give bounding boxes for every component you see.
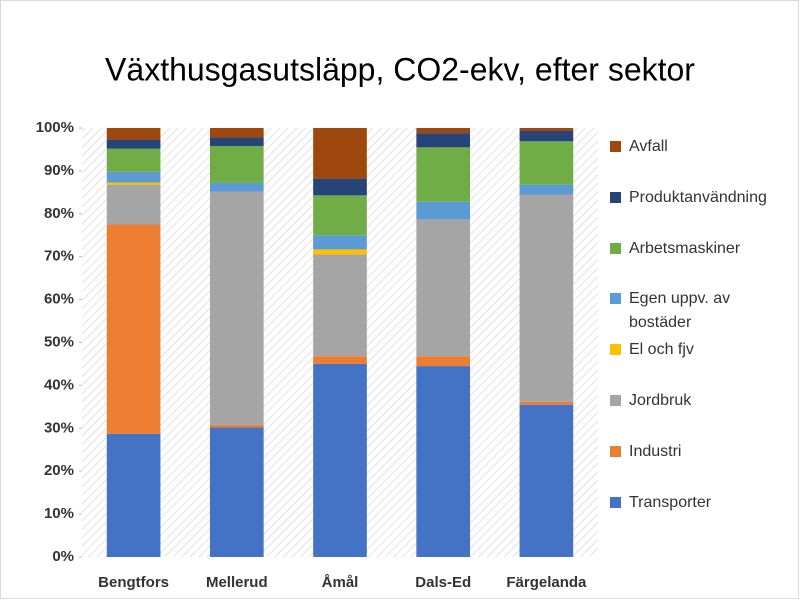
y-tick-label: 10%: [44, 505, 74, 522]
bar-segment: [209, 191, 264, 425]
bar-segment: [416, 133, 471, 148]
legend-swatch: [610, 496, 621, 508]
bar-segment: [416, 128, 471, 134]
legend-item: El och fjv: [608, 338, 789, 362]
bar-segment: [416, 356, 471, 367]
legend-label: Industri: [629, 442, 682, 460]
x-tick-label: Bengtfors: [98, 574, 169, 591]
legend-item: Industri: [608, 440, 789, 464]
bar-segment: [519, 141, 574, 185]
bar-segment: [313, 363, 367, 557]
bar-segment: [519, 401, 574, 405]
legend-label: Egen uppv. av bostäder: [629, 290, 731, 332]
x-tick-label: Dals-Ed: [415, 574, 471, 591]
y-tick-label: 40%: [44, 376, 74, 393]
bar-segment: [106, 139, 161, 149]
legend-label: Produktanvändning: [629, 188, 767, 206]
y-tick-label: 20%: [44, 462, 74, 479]
y-tick-label: 60%: [44, 291, 74, 308]
legend-swatch: [610, 293, 621, 305]
legend-swatch: [610, 141, 621, 152]
legend-swatch: [610, 242, 621, 254]
legend-swatch: [610, 445, 621, 457]
bar-segment: [313, 235, 367, 250]
legend-item: Arbetsmaskiner: [608, 237, 789, 261]
legend-label: Avfall: [629, 138, 668, 155]
legend-item: Transporter: [608, 491, 789, 515]
bar-segment: [416, 366, 471, 557]
bar-segment: [519, 404, 574, 557]
y-tick-label: 100%: [36, 119, 74, 136]
legend-item: Produktanvändning: [608, 186, 789, 210]
bar-segment: [313, 249, 367, 255]
bar-segment: [416, 201, 471, 220]
y-tick-label: 90%: [44, 162, 74, 179]
bar-segment: [313, 128, 367, 179]
bar-segment: [209, 182, 264, 192]
legend-item: Egen uppv. av bostäder: [608, 287, 789, 335]
x-tick-label: Färgelanda: [506, 574, 587, 591]
bar-segment: [416, 147, 471, 202]
legend-label: Transporter: [629, 493, 712, 511]
bar-segment: [313, 356, 367, 364]
bar-segment: [209, 137, 264, 147]
bar-segment: [106, 182, 161, 185]
bar-segment: [416, 219, 471, 357]
bar-segment: [106, 184, 161, 225]
bar-segment: [313, 178, 367, 196]
legend-swatch: [610, 344, 621, 356]
bar-segment: [106, 128, 161, 140]
bar-segment: [313, 254, 367, 357]
legend-swatch: [610, 395, 621, 406]
y-tick-label: 50%: [44, 333, 74, 350]
bar-segment: [519, 131, 574, 142]
legend-label: Jordbruk: [629, 392, 692, 409]
y-tick-label: 70%: [44, 248, 74, 265]
bar-segment: [313, 195, 367, 236]
bar-segment: [106, 171, 161, 183]
bar-segment: [106, 148, 161, 172]
bar-segment: [209, 146, 264, 183]
bar-segment: [209, 128, 264, 138]
bar-segment: [209, 424, 264, 428]
bar-segment: [519, 184, 574, 195]
bar-segment: [519, 128, 574, 132]
y-tick-label: 30%: [44, 419, 74, 436]
legend-label: El och fjv: [629, 341, 694, 359]
legend-item: Jordbruk: [608, 389, 789, 413]
y-tick-label: 80%: [44, 205, 74, 222]
legend-item: Avfall: [608, 135, 789, 159]
x-tick-label: Mellerud: [206, 574, 268, 591]
bar-segment: [106, 433, 161, 557]
y-tick-label: 0%: [52, 548, 74, 565]
bar-segment: [106, 224, 161, 434]
chart-title: Växthusgasutsläpp, CO2-ekv, efter sektor: [105, 51, 695, 87]
bar-segment: [519, 194, 574, 402]
legend-swatch: [610, 191, 621, 203]
legend-label: Arbetsmaskiner: [629, 239, 741, 257]
x-tick-label: Åmål: [322, 574, 359, 591]
bar-segment: [209, 427, 264, 557]
